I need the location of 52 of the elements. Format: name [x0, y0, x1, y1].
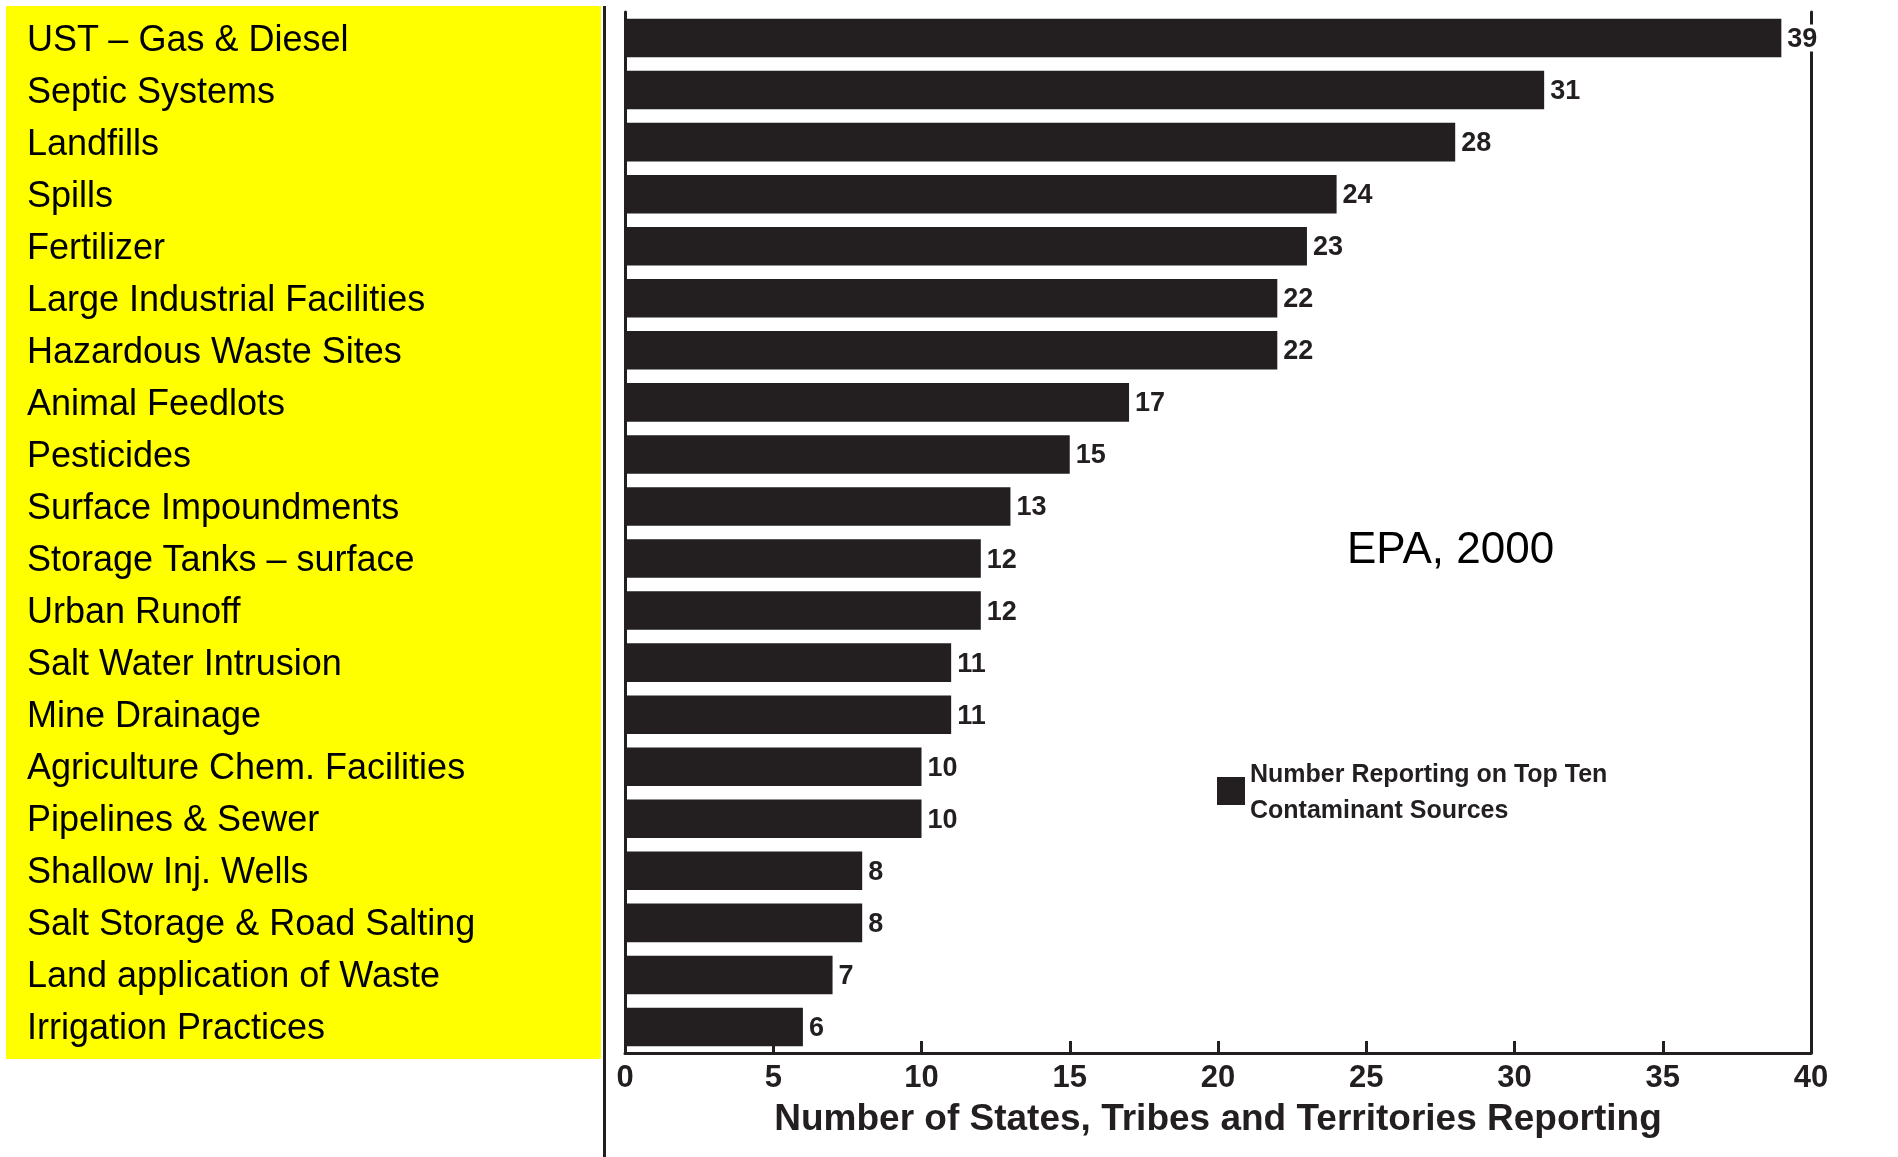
data-label: 39 — [1787, 23, 1818, 54]
y-tick-label: UST – Gas & Diesel — [27, 17, 349, 59]
y-tick-label: Shallow Inj. Wells — [27, 850, 309, 892]
data-label: 7 — [838, 959, 854, 990]
data-label: 13 — [1016, 491, 1047, 522]
y-tick-label: Animal Feedlots — [27, 381, 286, 423]
y-tick-label: Pesticides — [27, 433, 192, 475]
y-tick-label: Urban Runoff — [27, 590, 242, 632]
y-tick-label: Mine Drainage — [27, 694, 262, 736]
y-tick-label: Storage Tanks – surface — [27, 538, 415, 580]
y-tick-label: Agriculture Chem. Facilities — [27, 746, 466, 788]
y-tick-label: Irrigation Practices — [27, 1006, 326, 1048]
data-label: 8 — [868, 907, 884, 938]
data-label: 10 — [927, 803, 958, 834]
y-tick-label: Pipelines & Sewer — [27, 798, 320, 840]
data-label: 23 — [1312, 231, 1343, 262]
x-tick-label: 40 — [1793, 1059, 1829, 1094]
data-label: 22 — [1283, 283, 1314, 314]
data-label: 8 — [868, 855, 884, 886]
x-axis-title: Number of States, Tribes and Territories Reporting — [774, 1097, 1662, 1138]
legend-label: Number Reporting on Top Ten Contaminant Sources — [1250, 759, 1608, 823]
data-label: 15 — [1075, 439, 1106, 470]
y-tick-label: Large Industrial Facilities — [27, 277, 426, 319]
data-label: 10 — [927, 751, 958, 782]
data-label: 17 — [1135, 387, 1166, 418]
x-tick-label: 15 — [1052, 1059, 1087, 1094]
x-tick-label: 25 — [1349, 1059, 1384, 1094]
x-tick-label: 20 — [1200, 1059, 1236, 1094]
y-tick-label: Surface Impoundments — [27, 485, 400, 527]
data-label: 6 — [808, 1011, 824, 1042]
x-tick-label: 0 — [616, 1059, 634, 1094]
x-tick-label: 35 — [1645, 1059, 1680, 1094]
data-label: 22 — [1283, 335, 1314, 366]
data-label: 12 — [986, 543, 1017, 574]
y-tick-label: Septic Systems — [27, 69, 276, 111]
x-tick-label: 30 — [1497, 1059, 1532, 1094]
y-tick-label: Salt Storage & Road Salting — [27, 902, 476, 944]
y-tick-label: Land application of Waste — [27, 954, 440, 996]
data-label: 28 — [1461, 127, 1492, 158]
data-label: 24 — [1342, 179, 1373, 210]
x-tick-label: 10 — [904, 1059, 939, 1094]
y-tick-label: Landfills — [27, 121, 160, 163]
x-tick-label: 5 — [764, 1059, 782, 1094]
data-label: 12 — [986, 595, 1017, 626]
data-label: 11 — [957, 699, 986, 730]
y-tick-label: Fertilizer — [27, 225, 166, 267]
data-label: 11 — [957, 647, 986, 678]
data-label: 31 — [1550, 75, 1581, 106]
annotation: EPA, 2000 — [1347, 522, 1555, 572]
y-tick-label: Spills — [27, 173, 114, 215]
y-tick-label: Salt Water Intrusion — [27, 642, 342, 684]
y-tick-label: Hazardous Waste Sites — [27, 329, 402, 371]
